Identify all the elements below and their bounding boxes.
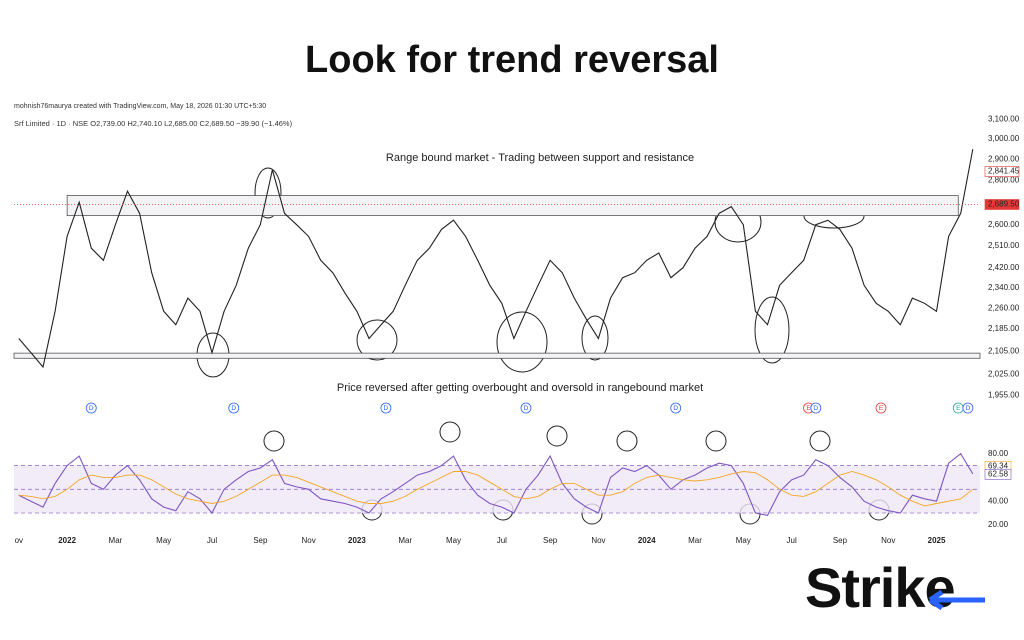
value-tag [984, 469, 1012, 480]
highlight [809, 430, 831, 452]
price-tag [984, 166, 1020, 177]
event-label: D [966, 405, 971, 412]
x-tick-label: Nov [302, 536, 316, 545]
event-marker [85, 402, 97, 414]
x-tick-label: Sep [543, 536, 558, 545]
highlight [439, 421, 461, 443]
page-title: Look for trend reversal [305, 39, 719, 81]
highlight [496, 311, 548, 373]
series-line [18, 471, 974, 507]
x-tick-label: May [156, 536, 171, 545]
event-label: D [231, 405, 236, 412]
event-marker [228, 402, 240, 414]
sr-zone [13, 352, 981, 359]
y-tick-label: 2,025.00 [988, 369, 1020, 378]
x-tick-label: 2025 [928, 536, 946, 545]
x-tick-label: May [446, 536, 461, 545]
highlight [546, 425, 568, 447]
y-tick-label: 3,100.00 [988, 115, 1020, 124]
x-tick-label: Jul [207, 536, 217, 545]
y-tick-label: 2,105.00 [988, 346, 1020, 355]
y-tick-label: 20.00 [988, 520, 1009, 529]
y-tick-label: 2,420.00 [988, 263, 1020, 272]
x-tick-label: Nov [881, 536, 895, 545]
credit: mohnish76maurya created with TradingView… [14, 103, 266, 110]
annotation: Range bound market - Trading between sup… [386, 152, 694, 164]
y-tick-label: 3,000.00 [988, 134, 1020, 143]
event-label: D [89, 405, 94, 412]
event-label: E [879, 405, 884, 412]
x-tick-label: Mar [398, 536, 412, 545]
y-tick-label: 80.00 [988, 449, 1009, 458]
x-tick-label: Nov [591, 536, 605, 545]
y-tick-label: 2,900.00 [988, 154, 1020, 163]
y-tick-label: 2,340.00 [988, 283, 1020, 292]
x-tick-label: Mar [109, 536, 123, 545]
event-marker [810, 402, 822, 414]
price-tag-label: 2,689.50 [988, 200, 1020, 209]
series-line [18, 149, 974, 369]
x-tick-label: 2024 [638, 536, 656, 545]
highlight [705, 430, 727, 452]
event-marker [380, 402, 392, 414]
value-tag-label: 62.58 [988, 469, 1009, 478]
highlight [263, 430, 285, 452]
sr-zone [66, 195, 959, 217]
x-tick-label: 2022 [58, 536, 76, 545]
y-tick-label: 2,185.00 [988, 324, 1020, 333]
event-label: D [384, 405, 389, 412]
event-label: D [813, 405, 818, 412]
event-label: D [673, 405, 678, 412]
x-tick-label: Mar [688, 536, 702, 545]
symbol-line: Srf Limited · 1D · NSE O2,739.00 H2,740.… [14, 119, 293, 128]
y-tick-label: 2,800.00 [988, 175, 1020, 184]
brand-arrow [928, 589, 985, 611]
brand-logo: Strike [805, 556, 955, 619]
event-marker [962, 402, 974, 414]
event-marker [520, 402, 532, 414]
highlight [356, 319, 398, 361]
annotation: Price reversed after getting overbought … [337, 382, 703, 394]
x-tick-label: Sep [833, 536, 848, 545]
x-tick-label: Jul [497, 536, 507, 545]
event-marker [875, 402, 887, 414]
x-tick-label: ov [15, 536, 23, 545]
x-tick-label: 2023 [348, 536, 366, 545]
x-tick-label: May [736, 536, 751, 545]
event-marker [670, 402, 682, 414]
value-tag-label: 69.34 [988, 461, 1009, 470]
highlight [254, 167, 282, 219]
highlight [754, 296, 790, 364]
event-label: E [956, 405, 961, 412]
event-label: E [806, 405, 811, 412]
y-tick-label: 40.00 [988, 496, 1009, 505]
x-tick-label: Sep [253, 536, 268, 545]
y-tick-label: 1,955.00 [988, 390, 1020, 399]
series-line [18, 452, 974, 517]
event-label: D [524, 405, 529, 412]
highlight [581, 315, 609, 361]
y-tick-label: 2,260.00 [988, 304, 1020, 313]
price-tag-label: 2,841.45 [988, 167, 1020, 176]
highlight [616, 430, 638, 452]
y-tick-label: 2,510.00 [988, 241, 1020, 250]
x-tick-label: Jul [787, 536, 797, 545]
y-tick-label: 2,600.00 [988, 220, 1020, 229]
price-tag [984, 199, 1020, 210]
